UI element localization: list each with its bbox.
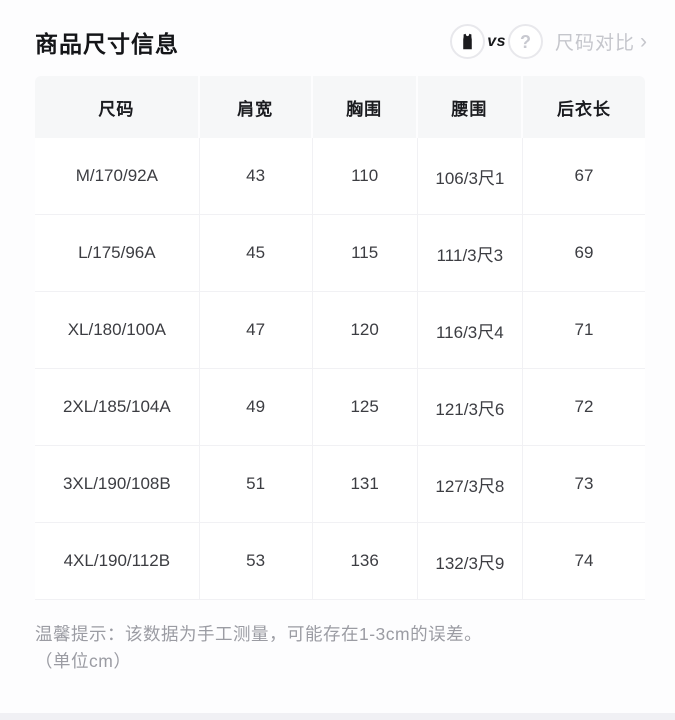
table-cell: 132/3尺9 xyxy=(417,523,523,600)
table-cell: 125 xyxy=(312,369,418,446)
table-row: XL/180/100A 47 120 116/3尺4 71 xyxy=(35,292,645,369)
table-cell: 111/3尺3 xyxy=(417,215,523,292)
page-title: 商品尺寸信息 xyxy=(35,30,179,57)
table-row: L/175/96A 45 115 111/3尺3 69 xyxy=(35,215,645,292)
table-cell: 116/3尺4 xyxy=(417,292,523,369)
table-header-row: 尺码 肩宽 胸围 腰围 后衣长 xyxy=(35,76,645,138)
table-cell: 53 xyxy=(199,523,313,600)
table-row: M/170/92A 43 110 106/3尺1 67 xyxy=(35,138,645,215)
measurement-note: 温馨提示：该数据为手工测量，可能存在1-3cm的误差。 （单位cm） xyxy=(35,621,643,675)
table-cell: 49 xyxy=(199,369,313,446)
header-cell-size: 尺码 xyxy=(35,76,200,138)
table-cell: L/175/96A xyxy=(35,215,200,292)
table-cell: 43 xyxy=(199,138,313,215)
table-row: 4XL/190/112B 53 136 132/3尺9 74 xyxy=(35,523,645,600)
header-cell-chest: 胸围 xyxy=(312,76,418,138)
table-cell: 3XL/190/108B xyxy=(35,446,200,523)
table-cell: 121/3尺6 xyxy=(417,369,523,446)
size-compare-label: 尺码对比 xyxy=(554,33,635,54)
table-cell: 106/3尺1 xyxy=(417,138,523,215)
table-cell: XL/180/100A xyxy=(35,292,200,369)
table-cell: 115 xyxy=(312,215,418,292)
header-cell-length: 后衣长 xyxy=(522,76,645,138)
table-cell: 4XL/190/112B xyxy=(35,523,200,600)
table-cell: 74 xyxy=(522,523,645,600)
vs-label: vs xyxy=(487,32,506,50)
table-row: 2XL/185/104A 49 125 121/3尺6 72 xyxy=(35,369,645,446)
table-cell: 72 xyxy=(522,369,645,446)
size-table: 尺码 肩宽 胸围 腰围 后衣长 M/170/92A 43 110 106/3尺1… xyxy=(35,76,645,600)
section-divider xyxy=(0,713,675,720)
table-cell: 131 xyxy=(312,446,418,523)
table-cell: 73 xyxy=(522,446,645,523)
table-cell: 69 xyxy=(522,215,645,292)
header-cell-waist: 腰围 xyxy=(417,76,523,138)
table-cell: M/170/92A xyxy=(35,138,200,215)
table-cell: 136 xyxy=(312,523,418,600)
table-cell: 45 xyxy=(199,215,313,292)
table-cell: 127/3尺8 xyxy=(417,446,523,523)
question-glyph: ? xyxy=(519,31,531,52)
section-header: 商品尺寸信息 vs ? 尺码对比 › xyxy=(0,0,675,59)
question-icon: ? xyxy=(507,24,543,59)
table-cell: 47 xyxy=(199,292,313,369)
table-cell: 2XL/185/104A xyxy=(35,369,200,446)
header-cell-shoulder: 肩宽 xyxy=(199,76,313,138)
note-line-2: （单位cm） xyxy=(35,651,132,672)
garment-icon xyxy=(450,24,486,59)
table-cell: 110 xyxy=(312,138,418,215)
table-cell: 71 xyxy=(522,292,645,369)
table-cell: 51 xyxy=(199,446,313,523)
table-cell: 67 xyxy=(522,138,645,215)
table-cell: 120 xyxy=(312,292,418,369)
size-compare-link[interactable]: vs ? 尺码对比 › xyxy=(450,24,647,59)
note-line-1: 温馨提示：该数据为手工测量，可能存在1-3cm的误差。 xyxy=(35,624,483,644)
chevron-right-icon: › xyxy=(640,30,647,53)
table-row: 3XL/190/108B 51 131 127/3尺8 73 xyxy=(35,446,645,523)
